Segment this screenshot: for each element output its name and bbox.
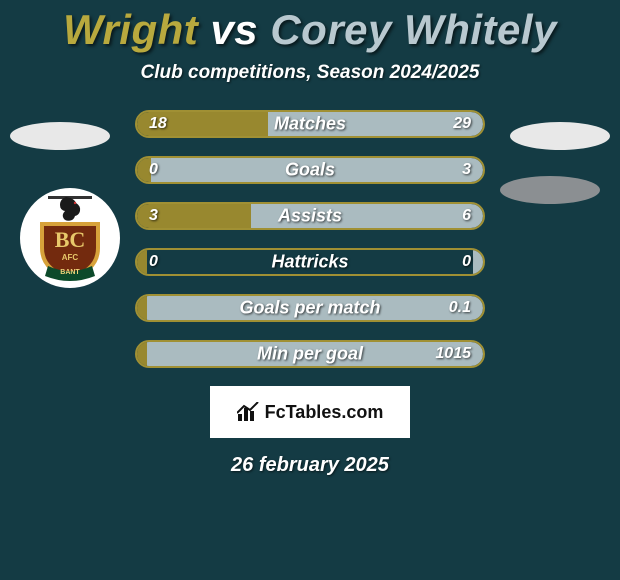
stat-fill-right [473,250,483,274]
stat-value-left: 0 [149,161,158,179]
stat-label: Goals per match [239,298,380,319]
stat-fill-left [137,342,147,366]
title-vs: vs [210,6,258,53]
stat-label: Goals [285,160,335,181]
stat-value-left: 0 [149,253,158,271]
stat-value-right: 1015 [435,345,471,363]
title-player2: Corey Whitely [270,6,557,53]
club-badge: BC AFC BANT [20,188,120,288]
stat-track: 0.1 Goals per match [135,294,485,322]
stat-value-left: 18 [149,115,167,133]
club-badge-icon: BC AFC BANT [30,194,110,282]
stat-value-right: 0.1 [449,299,471,317]
avatar-placeholder-left [10,122,110,150]
stat-fill-left [137,250,147,274]
stat-value-right: 6 [462,207,471,225]
avatar-placeholder-right-2 [500,176,600,204]
stat-value-right: 0 [462,253,471,271]
avatar-placeholder-right-1 [510,122,610,150]
stat-row: 0.1 Goals per match [0,294,620,322]
stat-track: 3 6 Assists [135,202,485,230]
badge-initials: BC [55,227,86,252]
stat-value-right: 3 [462,161,471,179]
stat-label: Matches [274,114,346,135]
watermark-text: FcTables.com [265,402,384,423]
stat-value-right: 29 [453,115,471,133]
stat-value-left: 3 [149,207,158,225]
stat-track: 18 29 Matches [135,110,485,138]
stat-row: 1015 Min per goal [0,340,620,368]
badge-sub: AFC [62,253,79,262]
stat-track: 0 0 Hattricks [135,248,485,276]
page-title: Wright vs Corey Whitely [0,0,620,54]
bars-icon [237,402,259,422]
subtitle: Club competitions, Season 2024/2025 [0,62,620,84]
stat-label: Min per goal [257,344,363,365]
date-label: 26 february 2025 [0,454,620,477]
watermark: FcTables.com [210,386,410,438]
stat-track: 1015 Min per goal [135,340,485,368]
stat-track: 0 3 Goals [135,156,485,184]
stat-fill-left [137,296,147,320]
title-player1: Wright [63,6,198,53]
stat-label: Assists [278,206,342,227]
stat-label: Hattricks [271,252,348,273]
badge-banner: BANT [60,269,80,276]
